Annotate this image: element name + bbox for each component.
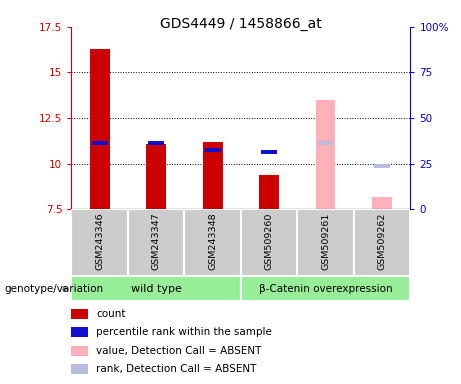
- Bar: [90, 49, 110, 209]
- Bar: [318, 141, 333, 145]
- Text: percentile rank within the sample: percentile rank within the sample: [96, 327, 272, 337]
- Bar: [128, 209, 184, 276]
- Bar: [354, 209, 410, 276]
- Bar: [71, 364, 89, 374]
- Bar: [316, 100, 336, 209]
- Bar: [71, 346, 89, 356]
- Bar: [184, 209, 241, 276]
- Bar: [71, 276, 241, 301]
- Text: GSM243348: GSM243348: [208, 213, 217, 270]
- Bar: [241, 276, 410, 301]
- Bar: [148, 141, 164, 145]
- Bar: [205, 148, 220, 152]
- Text: GSM509262: GSM509262: [378, 213, 387, 270]
- Bar: [146, 144, 166, 209]
- Text: GDS4449 / 1458866_at: GDS4449 / 1458866_at: [160, 17, 321, 31]
- Bar: [297, 209, 354, 276]
- Bar: [71, 209, 128, 276]
- Text: rank, Detection Call = ABSENT: rank, Detection Call = ABSENT: [96, 364, 256, 374]
- Text: genotype/variation: genotype/variation: [5, 284, 104, 294]
- Text: count: count: [96, 309, 125, 319]
- Text: GSM509260: GSM509260: [265, 213, 274, 270]
- Text: wild type: wild type: [131, 284, 182, 294]
- Text: β-Catenin overexpression: β-Catenin overexpression: [259, 284, 392, 294]
- Text: value, Detection Call = ABSENT: value, Detection Call = ABSENT: [96, 346, 261, 356]
- Bar: [203, 142, 223, 209]
- Text: GSM509261: GSM509261: [321, 213, 330, 270]
- Bar: [71, 327, 89, 338]
- Bar: [261, 150, 277, 154]
- Bar: [241, 209, 297, 276]
- Bar: [71, 309, 89, 319]
- Bar: [374, 164, 390, 169]
- Bar: [372, 197, 392, 209]
- Text: GSM243346: GSM243346: [95, 213, 104, 270]
- Bar: [259, 175, 279, 209]
- Text: GSM243347: GSM243347: [152, 213, 161, 270]
- Bar: [92, 141, 107, 145]
